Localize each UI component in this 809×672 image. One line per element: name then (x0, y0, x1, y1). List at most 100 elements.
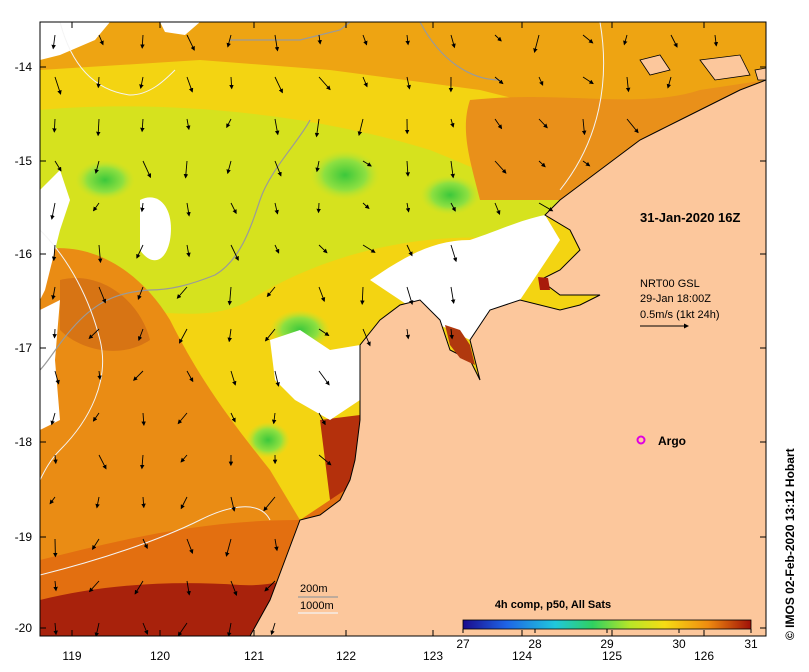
sea-dark-orange-west (60, 278, 150, 351)
current-vector (405, 34, 410, 46)
sea-orange-east (465, 80, 766, 200)
sea-orange-north (40, 22, 766, 150)
current-vector (49, 496, 56, 505)
current-vector (264, 580, 276, 592)
argo-float-marker (636, 435, 646, 445)
current-vector (318, 370, 330, 386)
current-vector (186, 118, 191, 131)
current-vector (136, 244, 144, 259)
x-tick-label: 120 (150, 649, 170, 663)
current-vector (230, 244, 239, 261)
colorbar-ticks: 27 28 29 30 31 (456, 629, 758, 651)
current-vector (274, 160, 282, 177)
current-vector (186, 244, 191, 258)
current-vector (533, 34, 540, 53)
currents-product-label: NRT00 GSL (640, 278, 700, 290)
current-vector (713, 34, 719, 47)
current-vector (538, 118, 548, 129)
current-vector (53, 622, 58, 636)
current-vector (142, 160, 152, 179)
island (699, 54, 751, 81)
currents-scale-label: 0.5m/s (1kt 24h) (640, 309, 719, 321)
current-vector (180, 454, 188, 463)
current-vector (176, 286, 188, 299)
y-tick-label: -19 (15, 530, 33, 544)
current-vector (494, 160, 507, 174)
current-vector (137, 328, 144, 342)
current-vector (54, 370, 60, 385)
current-vector (266, 286, 276, 298)
current-vector (318, 76, 331, 91)
nodata-cloud-1 (140, 197, 171, 261)
sea-yellowgreen-mid (40, 106, 560, 314)
current-vector (494, 34, 502, 42)
y-tick-label: -14 (15, 60, 33, 74)
colorbar-tick-label: 31 (744, 637, 758, 651)
map-field (40, 22, 766, 636)
current-vector (227, 622, 232, 636)
x-tick-label: 123 (423, 649, 443, 663)
current-vector (450, 244, 458, 263)
colorbar-tick-label: 30 (672, 637, 686, 651)
x-tick-label: 124 (512, 649, 532, 663)
current-vector (54, 76, 62, 95)
current-vector (50, 412, 56, 426)
current-vector (494, 76, 504, 85)
current-vector (626, 118, 639, 134)
y-tick-label: -18 (15, 435, 33, 449)
current-vector (362, 328, 371, 347)
current-vector (52, 118, 57, 133)
colorbar-tick-label: 28 (528, 637, 542, 651)
nodata-n (160, 22, 200, 35)
nodata-cloud-2 (270, 330, 360, 420)
current-vector (623, 34, 628, 46)
current-vector (450, 286, 456, 304)
current-vector (53, 580, 58, 592)
current-vector (274, 538, 279, 552)
y-tick-label: -15 (15, 154, 33, 168)
colorbar-tick-label: 27 (456, 637, 470, 651)
colorbar-title: 4h comp, p50, All Sats (495, 599, 611, 611)
current-vector (134, 580, 144, 595)
current-vector (141, 412, 146, 426)
current-vector (98, 286, 107, 304)
colorbar-tick-label: 29 (600, 637, 614, 651)
current-vector (538, 76, 544, 86)
y-tick-label: -17 (15, 341, 33, 355)
current-vector (318, 328, 330, 337)
current-vector (582, 160, 591, 167)
plot-frame (39, 21, 767, 637)
current-vector (96, 118, 101, 137)
current-vector (52, 328, 57, 339)
current-vectors (49, 34, 719, 636)
current-vector (582, 34, 594, 44)
current-vector (274, 34, 280, 52)
current-vector (271, 412, 277, 425)
isobath-line (230, 22, 351, 41)
current-vector (318, 286, 326, 302)
current-vector (450, 118, 455, 128)
y-tick-label: -16 (15, 247, 33, 261)
argo-label: Argo (658, 434, 686, 448)
current-vector (96, 76, 101, 89)
x-tick-label: 119 (62, 649, 81, 663)
current-vector (88, 580, 100, 593)
current-vector (54, 160, 62, 172)
current-vector (229, 76, 234, 90)
isobath-line (40, 506, 271, 576)
current-vector (670, 34, 678, 48)
current-vector (53, 454, 58, 465)
current-vector (314, 118, 320, 138)
current-vector (51, 244, 57, 262)
current-vector (274, 202, 279, 215)
time-label: 31-Jan-2020 16Z (640, 210, 741, 225)
current-vector (360, 286, 365, 305)
current-vector (450, 202, 456, 212)
current-vector (362, 34, 368, 46)
island (639, 54, 671, 76)
current-vector (405, 202, 411, 213)
current-vector (140, 34, 145, 49)
current-vector (362, 202, 370, 210)
current-vector (274, 244, 280, 254)
